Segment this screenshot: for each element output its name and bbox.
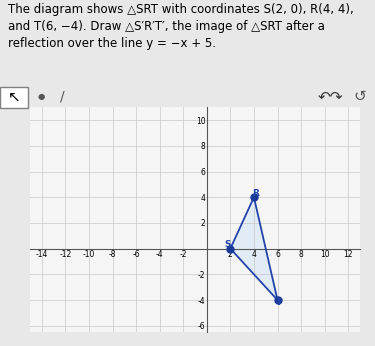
Text: The diagram shows △SRT with coordinates S(2, 0), R(4, 4),
and T(6, −4). Draw △S′: The diagram shows △SRT with coordinates … [8, 3, 353, 51]
Text: R: R [252, 189, 259, 198]
FancyBboxPatch shape [0, 87, 28, 108]
Text: T: T [276, 298, 282, 307]
Text: ↖: ↖ [8, 89, 20, 104]
Text: S: S [224, 240, 231, 249]
Polygon shape [230, 197, 278, 300]
Text: ↺: ↺ [354, 89, 366, 104]
Text: ↶↷: ↶↷ [317, 89, 343, 104]
Text: ●: ● [38, 92, 45, 101]
Text: /: / [60, 90, 64, 104]
